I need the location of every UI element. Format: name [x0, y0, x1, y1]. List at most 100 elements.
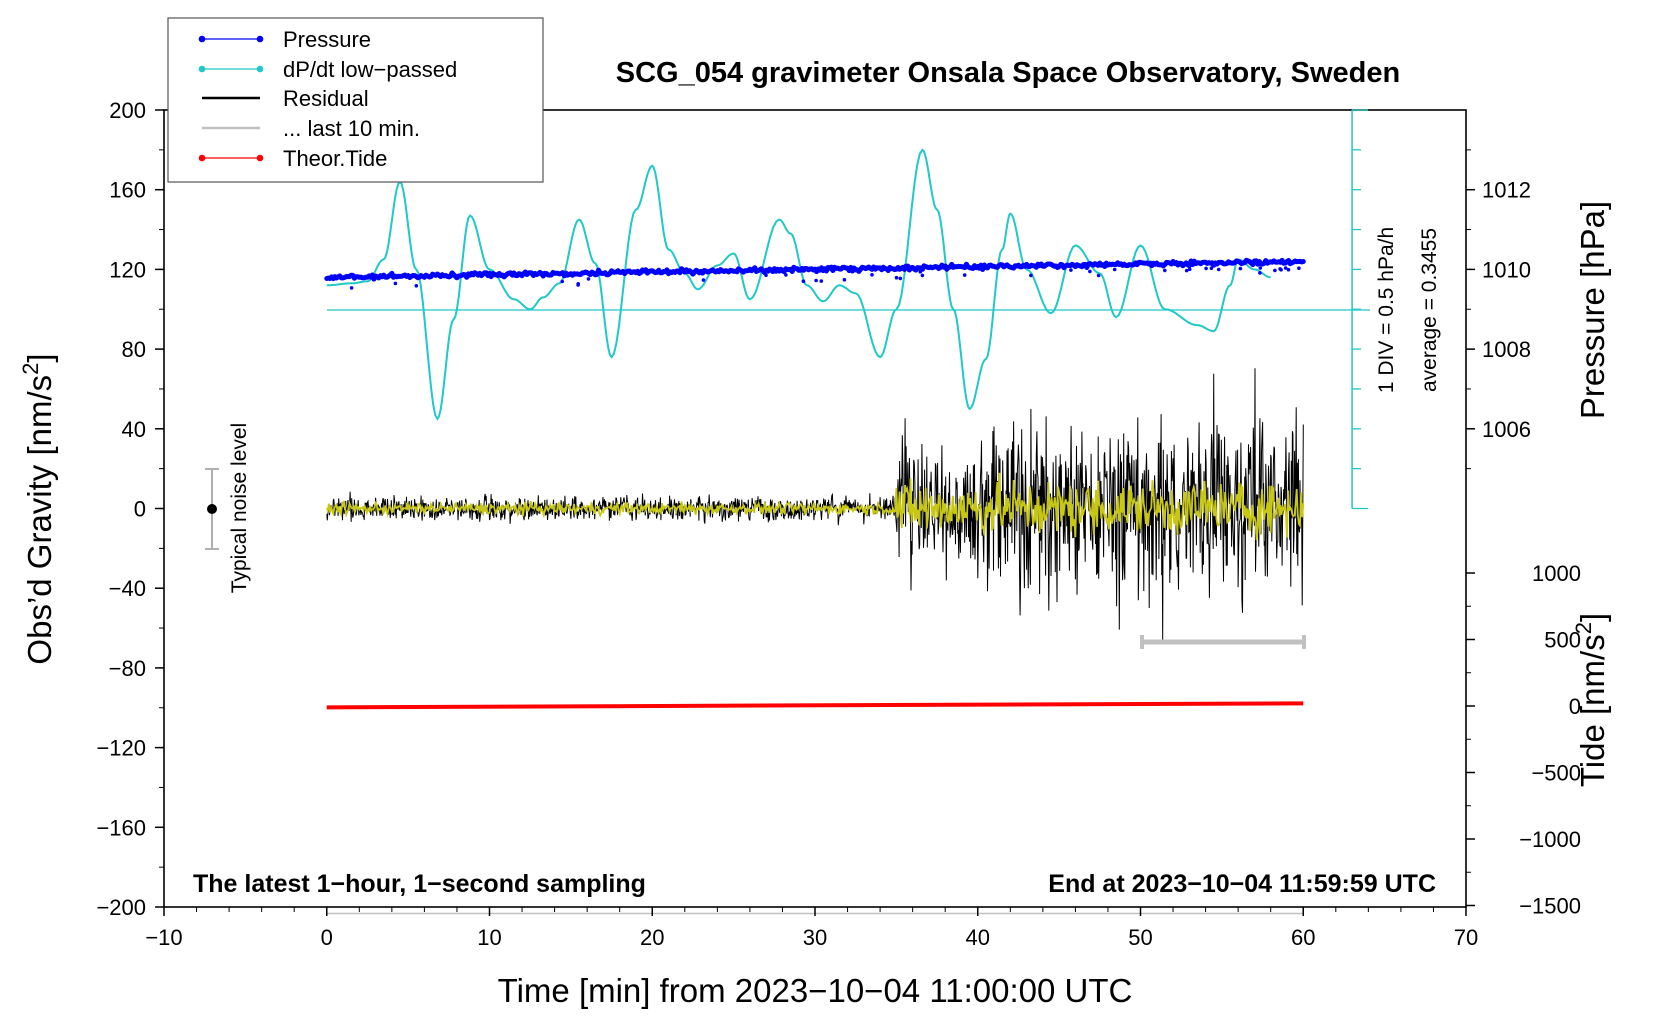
legend-marker	[198, 154, 206, 162]
x-tick-label: 20	[640, 925, 664, 950]
pressure-point	[1283, 266, 1288, 270]
pressure-point	[1187, 267, 1192, 272]
y-tick-label: −80	[109, 656, 146, 681]
pressure-tick-label: 1010	[1482, 257, 1531, 282]
pressure-tick-label: 1008	[1482, 337, 1531, 362]
y-tick-label: −160	[96, 815, 146, 840]
x-tick-label: 50	[1128, 925, 1152, 950]
legend-label: Theor.Tide	[283, 146, 387, 171]
tide-tick-label: 0	[1569, 694, 1581, 719]
x-axis-label: Time [min] from 2023−10−04 11:00:00 UTC	[498, 972, 1133, 1009]
y-tick-label: 80	[122, 337, 146, 362]
theor-tide-series	[326, 701, 1304, 710]
pressure-tick-label: 1006	[1482, 417, 1531, 442]
tide-tick-label: 500	[1544, 628, 1581, 653]
pressure-point	[962, 273, 967, 277]
pressure-point	[1069, 268, 1073, 272]
axis-ticks: −10 0 10 20 30 40 50 60 70 200 160 120 80 40 0 −40 −80 −1…	[96, 98, 1581, 950]
chart-title: SCG_054 gravimeter Onsala Space Observat…	[616, 57, 1400, 89]
pressure-point	[870, 273, 874, 277]
legend-marker	[198, 35, 206, 43]
dpdt-line	[326, 148, 1271, 421]
residual-smoothed-series	[325, 472, 1305, 541]
pressure-point	[1258, 266, 1263, 270]
pressure-axis-label: Pressure [hPa]	[1574, 201, 1611, 419]
pressure-point	[1112, 267, 1117, 272]
x-tick-label: 70	[1454, 925, 1478, 950]
tide-tick-label: −1000	[1519, 827, 1581, 852]
pressure-point	[819, 279, 824, 283]
y-tick-label: 160	[109, 178, 146, 203]
pressure-point	[764, 273, 768, 278]
legend-label: Residual	[283, 86, 369, 111]
sampling-note: The latest 1−hour, 1−second sampling	[193, 870, 646, 898]
pressure-point	[1184, 268, 1189, 273]
div-scale	[1351, 109, 1369, 510]
pressure-point	[1297, 266, 1301, 271]
x-tick-label: 0	[321, 925, 333, 950]
x-tick-label: 40	[966, 925, 990, 950]
theor-tide-line	[326, 701, 1304, 710]
pressure-point	[1088, 269, 1092, 274]
y-tick-label: −200	[96, 895, 146, 920]
y-tick-label: 200	[109, 98, 146, 123]
pressure-point	[414, 284, 419, 288]
average-label: average = 0.3455	[1418, 228, 1441, 392]
y-tick-label: 120	[109, 257, 146, 282]
dpdt-series	[326, 148, 1271, 421]
noise-level-label: Typical noise level	[228, 423, 251, 593]
pressure-point	[842, 277, 847, 282]
x-tick-label: 30	[803, 925, 827, 950]
pressure-point	[784, 273, 788, 277]
pressure-point	[1029, 273, 1033, 278]
pressure-point	[918, 269, 923, 274]
tide-axis-label-sup: 2	[1571, 622, 1596, 634]
pressure-point	[1216, 267, 1221, 272]
legend-marker	[198, 65, 206, 73]
legend: Pressure dP/dt low−passed Residual ... last…	[167, 17, 544, 183]
tide-axis-label-close: ]	[1574, 613, 1611, 622]
div-label: 1 DIV = 0.5 hPa/h	[1375, 227, 1398, 393]
pressure-point	[1273, 268, 1277, 273]
y-axis-label-sup: 2	[18, 363, 43, 375]
residual-smoothed-line	[325, 472, 1305, 541]
legend-marker	[256, 65, 264, 73]
legend-label: ... last 10 min.	[283, 116, 420, 141]
pressure-point	[920, 273, 925, 278]
legend-marker	[256, 35, 264, 43]
y-axis-label-text: Obs’d Gravity [nm/s	[21, 375, 58, 665]
y-axis-label: Obs’d Gravity [nm/s2]	[18, 353, 58, 664]
tide-axis-label-text: Tide [nm/s	[1574, 634, 1611, 787]
tide-tick-label: −500	[1531, 761, 1581, 786]
pressure-point	[801, 279, 806, 284]
pressure-series	[324, 257, 1306, 290]
pressure-point	[1163, 268, 1167, 273]
pressure-point	[898, 276, 903, 281]
pressure-point	[586, 277, 591, 281]
pressure-point	[1278, 267, 1282, 271]
pressure-point	[576, 282, 580, 286]
x-tick-label: 10	[477, 925, 501, 950]
tide-tick-label: 1000	[1532, 561, 1581, 586]
last-10-min-bracket	[1140, 635, 1306, 649]
legend-box	[167, 17, 544, 183]
end-time-note: End at 2023−10−04 11:59:59 UTC	[1048, 870, 1436, 898]
y-tick-label: −120	[96, 736, 146, 761]
tide-tick-label: −1500	[1519, 894, 1581, 919]
pressure-point	[393, 281, 398, 286]
y-tick-label: 0	[134, 497, 146, 522]
pressure-point	[701, 278, 706, 282]
pressure-point	[1258, 271, 1262, 275]
pressure-line	[324, 257, 1306, 282]
pressure-point	[1204, 266, 1208, 271]
legend-label: dP/dt low−passed	[283, 57, 457, 82]
pressure-point	[1096, 273, 1101, 278]
pressure-point	[560, 279, 564, 284]
y-tick-label: −40	[109, 576, 146, 601]
pressure-tick-label: 1012	[1482, 178, 1531, 203]
pressure-point	[1238, 266, 1243, 271]
pressure-point	[1209, 266, 1214, 271]
y-tick-label: 40	[122, 417, 146, 442]
